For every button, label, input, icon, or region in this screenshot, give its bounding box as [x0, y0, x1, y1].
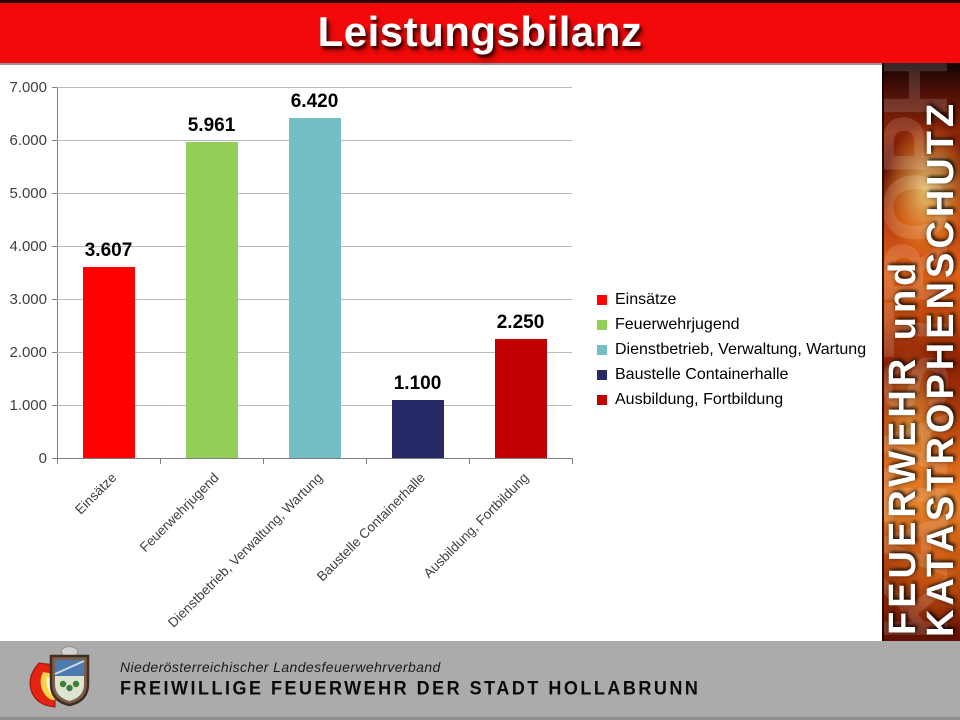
slide-title: Leistungsbilanz — [317, 8, 643, 55]
footer-bar: Niederösterreichischer Landesfeuerwehrve… — [0, 641, 960, 720]
y-axis-tick — [52, 86, 57, 88]
bar-1 — [82, 266, 135, 458]
legend-item-label: Baustelle Containerhalle — [615, 366, 789, 383]
bar-4 — [391, 399, 444, 458]
y-axis-tick — [52, 192, 57, 194]
fire-brigade-crest-logo — [29, 646, 90, 708]
x-axis-tick — [160, 459, 161, 464]
x-axis-category-label: Ausbildung, Fortbildung — [420, 470, 532, 581]
y-axis-tick-label: 7.000 — [9, 78, 47, 96]
bar-2 — [185, 142, 238, 458]
y-axis-tick-label: 6.000 — [9, 131, 47, 149]
title-banner: Leistungsbilanz — [0, 0, 960, 63]
legend-item-label: Einsätze — [615, 291, 677, 308]
x-axis-category-label: Feuerwehrjugend — [137, 470, 223, 555]
bar-value-label: 3.607 — [84, 239, 133, 261]
y-axis-tick — [52, 457, 57, 459]
legend-item-label: Feuerwehrjugend — [615, 316, 740, 333]
y-axis-tick — [52, 245, 57, 247]
legend-color-swatch — [597, 295, 607, 305]
legend-color-swatch — [597, 320, 607, 330]
banner-text-feuerwehr: FEUERWEHR und — [882, 258, 924, 635]
y-axis-tick-label: 0 — [38, 449, 47, 467]
bar-3 — [288, 117, 341, 458]
legend-item-label: Ausbildung, Fortbildung — [615, 391, 784, 408]
legend-color-swatch — [597, 395, 607, 405]
bar-value-label: 5.961 — [187, 115, 236, 137]
x-axis-tick — [366, 459, 367, 464]
x-axis-tick — [572, 459, 573, 464]
x-axis-category-label: Baustelle Containerhalle — [314, 470, 429, 585]
bar-value-label: 1.100 — [393, 372, 442, 394]
y-axis-tick-label: 1.000 — [9, 396, 47, 414]
legend-color-swatch — [597, 370, 607, 380]
legend-item: Feuerwehrjugend — [597, 317, 866, 333]
legend-item: Baustelle Containerhalle — [597, 367, 866, 383]
y-axis-tick-label: 4.000 — [9, 237, 47, 255]
footer-association-name: Niederösterreichischer Landesfeuerwehrve… — [120, 659, 441, 675]
bar-value-label: 2.250 — [496, 311, 545, 333]
x-axis-tick — [469, 459, 470, 464]
x-axis-category-label: Einsätze — [71, 470, 120, 518]
bar-chart: 7.000 6.000 5.000 4.000 3.000 2.000 1.000 0 3.60… — [0, 63, 585, 641]
y-axis-tick-label: 5.000 — [9, 184, 47, 202]
bar-5 — [494, 338, 547, 458]
gridline — [57, 86, 572, 88]
banner-text-katastrophenschutz: KATASTROPHENSCHUTZ — [920, 99, 960, 637]
legend-item-label: Dienstbetrieb, Verwaltung, Wartung — [615, 341, 867, 358]
y-axis-tick — [52, 351, 57, 353]
y-axis-tick — [52, 298, 57, 300]
chart-plot-area — [57, 87, 573, 459]
y-axis-tick — [52, 139, 57, 141]
legend-item: Ausbildung, Fortbildung — [597, 392, 866, 408]
footer-brigade-name: FREIWILLIGE FEUERWEHR DER STADT HOLLABRU… — [120, 677, 701, 699]
legend-item: Einsätze — [597, 292, 866, 308]
y-axis-tick-label: 2.000 — [9, 343, 47, 361]
bar-value-label: 6.420 — [290, 90, 339, 112]
x-axis-tick — [57, 459, 58, 464]
y-axis-tick — [52, 404, 57, 406]
legend-color-swatch — [597, 345, 607, 355]
chart-legend: Einsätze Feuerwehrjugend Dienstbetrieb, Ve… — [597, 292, 866, 417]
side-photo-banner: KATASTROPHENSCHUTZ FEUERWEHR und KATASTR… — [882, 63, 960, 641]
y-axis-tick-label: 3.000 — [9, 290, 47, 308]
legend-item: Dienstbetrieb, Verwaltung, Wartung — [597, 342, 866, 358]
x-axis-tick — [263, 459, 264, 464]
